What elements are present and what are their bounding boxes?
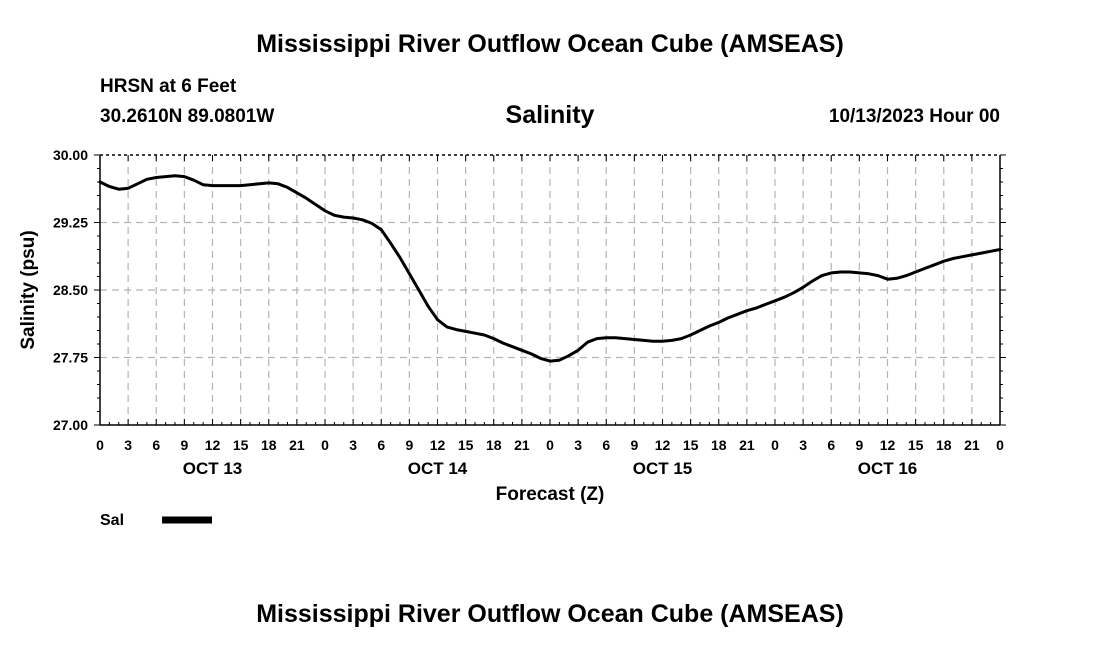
x-tick-label: 0 — [996, 437, 1004, 453]
x-tick-label: 18 — [711, 437, 727, 453]
x-tick-label: 21 — [289, 437, 305, 453]
x-tick-label: 15 — [683, 437, 699, 453]
day-label: OCT 15 — [633, 459, 693, 478]
bottom-title: Mississippi River Outflow Ocean Cube (AM… — [256, 600, 844, 628]
x-tick-label: 0 — [96, 437, 104, 453]
x-tick-label: 21 — [739, 437, 755, 453]
run-time-label: 10/13/2023 Hour 00 — [828, 106, 1000, 127]
x-tick-label: 3 — [349, 437, 357, 453]
x-tick-label: 15 — [233, 437, 249, 453]
x-tick-label: 9 — [405, 437, 413, 453]
x-tick-label: 21 — [964, 437, 980, 453]
chart-title: Salinity — [505, 101, 595, 129]
top-title: Mississippi River Outflow Ocean Cube (AM… — [256, 30, 844, 58]
x-tick-label: 0 — [771, 437, 779, 453]
x-tick-label: 9 — [855, 437, 863, 453]
y-axis-title: Salinity (psu) — [18, 230, 39, 349]
day-label: OCT 13 — [183, 459, 243, 478]
y-tick-label: 27.75 — [53, 350, 88, 366]
x-tick-label: 0 — [546, 437, 554, 453]
y-tick-label: 28.50 — [53, 282, 88, 298]
x-tick-label: 18 — [486, 437, 502, 453]
x-tick-label: 21 — [514, 437, 530, 453]
x-tick-label: 18 — [261, 437, 277, 453]
x-tick-label: 3 — [574, 437, 582, 453]
x-tick-label: 6 — [602, 437, 610, 453]
x-tick-label: 3 — [799, 437, 807, 453]
y-tick-label: 29.25 — [53, 215, 88, 231]
x-tick-label: 12 — [430, 437, 446, 453]
day-label: OCT 16 — [858, 459, 918, 478]
x-tick-label: 6 — [152, 437, 160, 453]
x-tick-label: 12 — [655, 437, 671, 453]
legend-label: Sal — [100, 512, 124, 529]
x-tick-label: 15 — [908, 437, 924, 453]
series-line-sal — [98, 174, 1002, 363]
x-tick-label: 9 — [630, 437, 638, 453]
x-tick-label: 3 — [124, 437, 132, 453]
y-tick-label: 30.00 — [53, 147, 88, 163]
x-tick-label: 12 — [880, 437, 896, 453]
x-tick-label: 9 — [180, 437, 188, 453]
x-tick-label: 15 — [458, 437, 474, 453]
x-tick-label: 0 — [321, 437, 329, 453]
coordinates-label: 30.2610N 89.0801W — [100, 106, 275, 127]
x-tick-label: 6 — [827, 437, 835, 453]
x-axis-title: Forecast (Z) — [496, 484, 605, 505]
y-tick-label: 27.00 — [53, 417, 88, 433]
x-tick-label: 12 — [205, 437, 221, 453]
day-label: OCT 14 — [408, 459, 468, 478]
x-tick-label: 6 — [377, 437, 385, 453]
x-tick-label: 18 — [936, 437, 952, 453]
station-label: HRSN at 6 Feet — [100, 76, 237, 97]
